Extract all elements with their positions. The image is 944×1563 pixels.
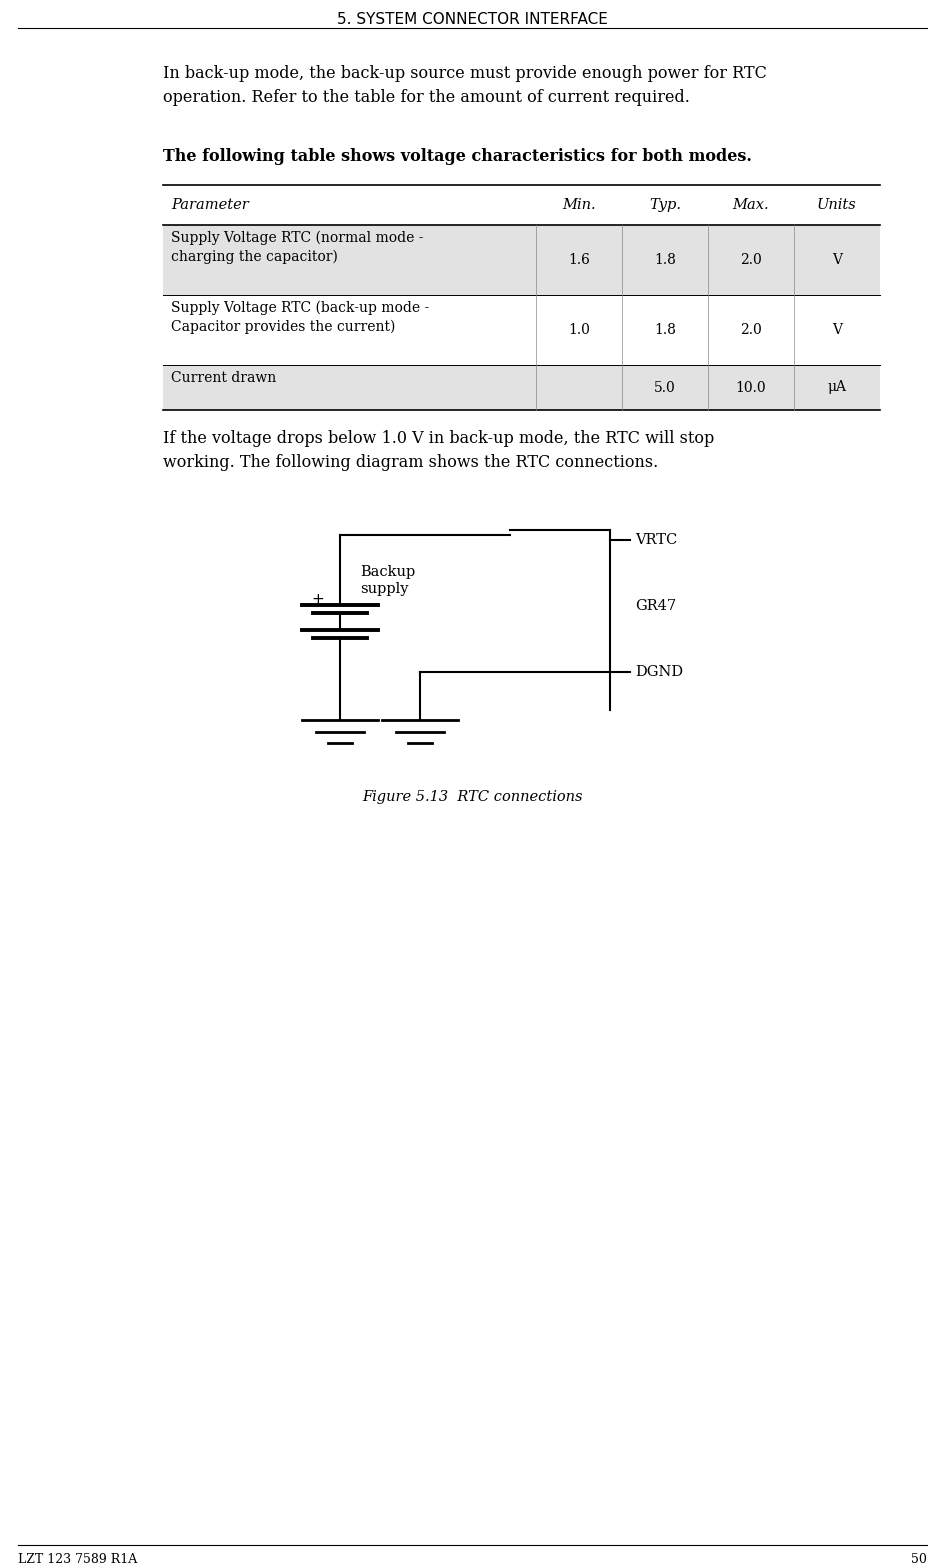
Text: Backup
supply: Backup supply [360, 564, 414, 597]
Text: Units: Units [817, 199, 856, 213]
Text: Figure 5.13  RTC connections: Figure 5.13 RTC connections [362, 789, 582, 803]
Text: μA: μA [827, 380, 846, 394]
Bar [162, 225, 879, 295]
Bar [162, 184, 879, 225]
Text: Parameter: Parameter [171, 199, 248, 213]
Text: If the voltage drops below 1.0 V in back-up mode, the RTC will stop
working. The: If the voltage drops below 1.0 V in back… [162, 430, 714, 470]
Text: Max.: Max. [732, 199, 768, 213]
Text: 50: 50 [910, 1554, 926, 1563]
Bar [162, 295, 879, 366]
Text: V: V [831, 324, 841, 338]
Text: 5. SYSTEM CONNECTOR INTERFACE: 5. SYSTEM CONNECTOR INTERFACE [336, 13, 607, 27]
Text: 1.8: 1.8 [653, 324, 675, 338]
Text: Typ.: Typ. [649, 199, 681, 213]
Text: Supply Voltage RTC (normal mode -
charging the capacitor): Supply Voltage RTC (normal mode - chargi… [171, 231, 423, 264]
Text: VRTC: VRTC [634, 533, 677, 547]
Text: 1.8: 1.8 [653, 253, 675, 267]
Text: 5.0: 5.0 [653, 380, 675, 394]
Bar [162, 366, 879, 410]
Text: The following table shows voltage characteristics for both modes.: The following table shows voltage charac… [162, 148, 751, 166]
Text: In back-up mode, the back-up source must provide enough power for RTC
operation.: In back-up mode, the back-up source must… [162, 66, 767, 106]
Text: V: V [831, 253, 841, 267]
Text: 1.0: 1.0 [567, 324, 589, 338]
Text: 1.6: 1.6 [567, 253, 589, 267]
Text: GR47: GR47 [634, 599, 675, 613]
Text: LZT 123 7589 R1A: LZT 123 7589 R1A [18, 1554, 137, 1563]
Text: Current drawn: Current drawn [171, 370, 276, 384]
Text: 2.0: 2.0 [739, 253, 761, 267]
Text: 10.0: 10.0 [734, 380, 766, 394]
Text: DGND: DGND [634, 664, 683, 678]
Text: 2.0: 2.0 [739, 324, 761, 338]
Text: +: + [312, 592, 324, 608]
Text: Supply Voltage RTC (back-up mode -
Capacitor provides the current): Supply Voltage RTC (back-up mode - Capac… [171, 302, 429, 334]
Text: Min.: Min. [562, 199, 595, 213]
